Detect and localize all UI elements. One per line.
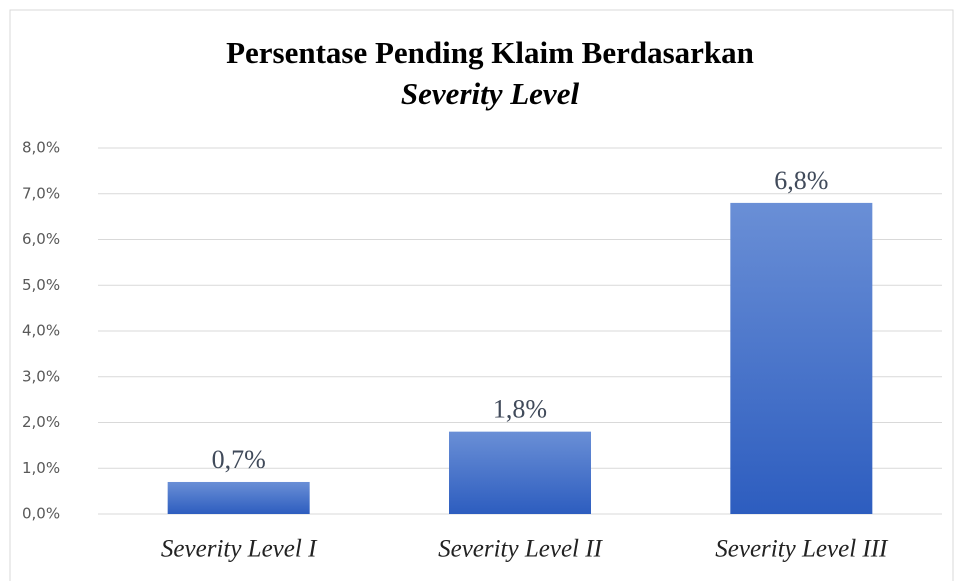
x-tick-label: Severity Level III	[715, 536, 889, 563]
y-tick-label: 2,0%	[22, 413, 60, 431]
y-tick-label: 3,0%	[22, 367, 60, 385]
data-label: 6,8%	[774, 166, 828, 195]
chart-title: Persentase Pending Klaim Berdasarkan	[226, 35, 754, 70]
bar	[449, 431, 591, 514]
data-label: 1,8%	[493, 395, 547, 424]
chart-title: Severity Level	[401, 76, 580, 111]
x-tick-label: Severity Level I	[161, 536, 318, 563]
bar	[167, 481, 310, 514]
data-label: 0,7%	[212, 445, 266, 474]
y-tick-label: 6,0%	[22, 230, 60, 248]
bar	[730, 202, 873, 514]
y-tick-label: 1,0%	[22, 459, 60, 477]
y-tick-label: 7,0%	[22, 184, 60, 202]
y-tick-label: 5,0%	[22, 276, 60, 294]
y-tick-label: 4,0%	[22, 322, 60, 340]
y-tick-label: 0,0%	[22, 505, 60, 523]
x-tick-label: Severity Level II	[438, 536, 603, 563]
y-tick-label: 8,0%	[22, 139, 60, 157]
